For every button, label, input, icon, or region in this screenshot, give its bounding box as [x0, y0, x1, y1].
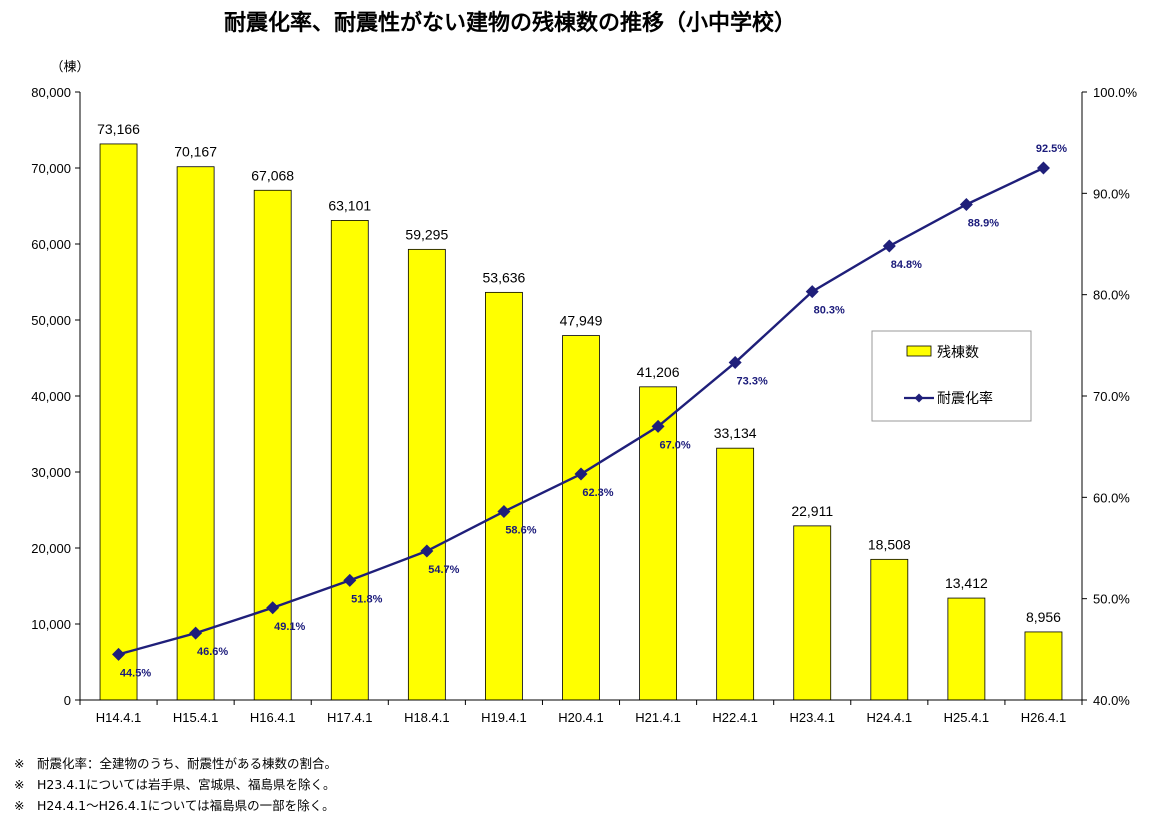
line-point	[882, 239, 896, 253]
bar-value-label: 59,295	[405, 226, 448, 242]
line-point	[497, 505, 511, 519]
y-tick-label: 70,000	[31, 161, 71, 176]
legend-box	[871, 330, 1032, 422]
line-point	[266, 601, 280, 615]
bar	[562, 335, 600, 701]
y-tick-label: 50,000	[31, 313, 71, 328]
bar	[947, 597, 986, 701]
bar	[793, 525, 832, 701]
bar-series: 73,166 70,167 67,068 63,101 59,295 53,636 47,9…	[97, 121, 1063, 701]
line-point	[959, 197, 973, 211]
bar	[176, 166, 215, 701]
legend: 残棟数 耐震化率	[871, 330, 1032, 422]
line-value-label: 73.3%	[737, 376, 768, 388]
bar-value-label: 67,068	[251, 167, 294, 183]
y-tick-label: 20,000	[31, 541, 71, 556]
bar-value-label: 18,508	[868, 536, 911, 552]
bar-value-label: 33,134	[714, 425, 757, 441]
x-tick-label: H25.4.1	[944, 710, 990, 725]
line-value-label: 88.9%	[968, 217, 999, 229]
footnote: ※ H24.4.1～H26.4.1については福島県の一部を除く。	[14, 798, 335, 813]
y-tick-label: 0	[64, 693, 71, 708]
x-tick-label: H19.4.1	[481, 710, 527, 725]
line-value-label: 54.7%	[428, 564, 459, 576]
y-axis-unit-label: （棟）	[50, 59, 89, 74]
chart-title: 耐震化率、耐震性がない建物の残棟数の推移（小中学校）	[224, 10, 796, 36]
line-value-label: 49.1%	[274, 621, 305, 633]
x-axis: H14.4.1 H15.4.1 H16.4.1 H17.4.1 H18.4.1 H19.4…	[79, 699, 1083, 725]
legend-bar-label: 残棟数	[937, 345, 979, 361]
line-value-label: 67.0%	[659, 439, 690, 451]
y2-tick-label: 80.0%	[1093, 288, 1130, 303]
y2-tick-label: 50.0%	[1093, 592, 1130, 607]
x-tick-label: H24.4.1	[867, 710, 913, 725]
bar-value-label: 41,206	[637, 364, 680, 380]
line-value-label: 62.3%	[582, 487, 613, 499]
bar-value-label: 13,412	[945, 575, 988, 591]
bar-value-label: 47,949	[560, 313, 603, 329]
line-value-label: 44.5%	[120, 667, 151, 679]
footnotes: ※ 耐震化率：全建物のうち、耐震性がある棟数の割合。 ※ H23.4.1について…	[14, 753, 337, 816]
legend-bar-swatch	[906, 345, 932, 357]
x-tick-label: H22.4.1	[712, 710, 758, 725]
line-point	[112, 647, 126, 661]
x-tick-label: H15.4.1	[173, 710, 219, 725]
bar	[253, 189, 292, 701]
x-tick-label: H26.4.1	[1021, 710, 1067, 725]
line-point	[1036, 161, 1050, 175]
y2-tick-label: 90.0%	[1093, 186, 1130, 201]
bar	[1024, 631, 1063, 701]
line-value-label: 46.6%	[197, 646, 228, 658]
footnote: ※ 耐震化率：全建物のうち、耐震性がある棟数の割合。	[14, 756, 337, 771]
line-point	[343, 573, 357, 587]
bar-value-label: 8,956	[1026, 609, 1061, 625]
line-point	[651, 419, 665, 433]
line-value-label: 58.6%	[505, 525, 536, 537]
x-tick-label: H17.4.1	[327, 710, 373, 725]
bar-value-label: 53,636	[483, 269, 526, 285]
bar	[716, 447, 755, 701]
line-value-label: 51.8%	[351, 593, 382, 605]
bar	[99, 143, 138, 701]
bar	[330, 220, 369, 701]
bar-value-label: 22,911	[791, 503, 833, 519]
y2-tick-label: 40.0%	[1093, 693, 1130, 708]
y-tick-label: 10,000	[31, 617, 71, 632]
line-value-label: 92.5%	[1036, 143, 1067, 155]
legend-line-marker	[914, 393, 924, 403]
bar-value-label: 63,101	[328, 197, 371, 213]
y-tick-label: 30,000	[31, 465, 71, 480]
y-tick-label: 60,000	[31, 237, 71, 252]
bar	[407, 248, 446, 701]
x-tick-label: H18.4.1	[404, 710, 450, 725]
bar-value-label: 70,167	[174, 144, 217, 160]
line-series: 44.5% 46.6% 49.1% 51.8% 54.7% 58.6% 62.3% 67.0%…	[112, 143, 1067, 679]
x-tick-label: H21.4.1	[635, 710, 681, 725]
left-y-axis: 0 10,000 20,000 30,000 40,000 50,000 60,000 70,…	[31, 85, 81, 708]
bar-value-label: 73,166	[97, 121, 140, 137]
legend-line-label: 耐震化率	[937, 390, 993, 407]
y2-tick-label: 70.0%	[1093, 389, 1130, 404]
y2-tick-label: 100.0%	[1093, 85, 1138, 100]
line-point	[805, 285, 819, 299]
right-y-axis: 40.0% 50.0% 60.0% 70.0% 80.0% 90.0% 100.0%	[1081, 85, 1138, 708]
x-tick-label: H14.4.1	[96, 710, 142, 725]
line-point	[728, 356, 742, 370]
line-point	[420, 544, 434, 558]
footnote: ※ H23.4.1については岩手県、宮城県、福島県を除く。	[14, 777, 336, 792]
chart: 耐震化率、耐震性がない建物の残棟数の推移（小中学校） （棟） 0 10,000 20…	[31, 10, 1138, 725]
bar	[870, 558, 909, 701]
y-tick-label: 40,000	[31, 389, 71, 404]
line-value-label: 80.3%	[814, 305, 845, 317]
x-tick-label: H20.4.1	[558, 710, 604, 725]
x-tick-label: H16.4.1	[250, 710, 296, 725]
y2-tick-label: 60.0%	[1093, 490, 1130, 505]
line-point	[574, 467, 588, 481]
x-tick-label: H23.4.1	[789, 710, 835, 725]
bar	[485, 291, 523, 701]
line-value-label: 84.8%	[891, 259, 922, 271]
y-tick-label: 80,000	[31, 85, 71, 100]
line-point	[189, 626, 203, 640]
